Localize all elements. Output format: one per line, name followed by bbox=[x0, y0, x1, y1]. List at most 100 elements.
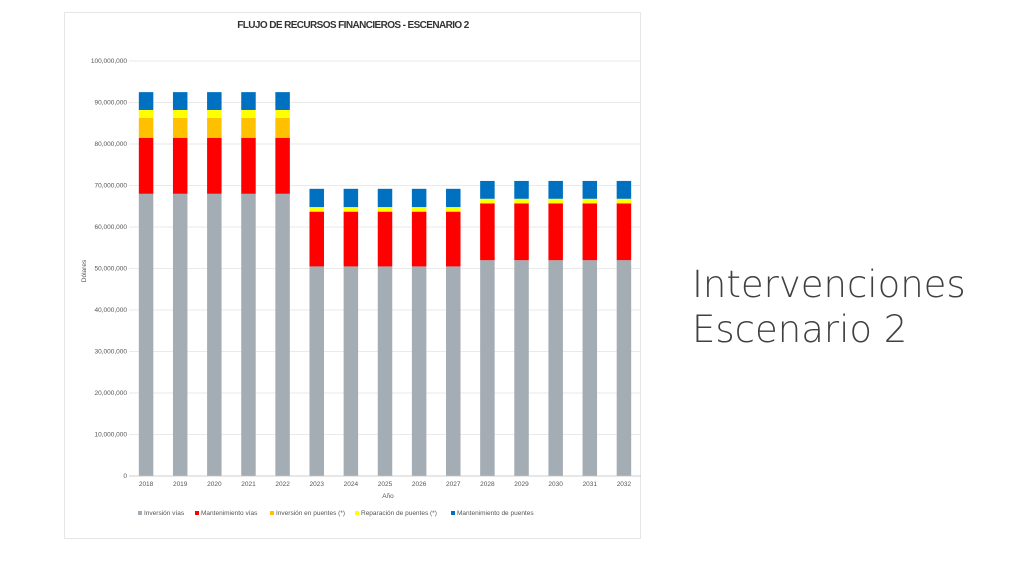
bar-segment-2029-series-1 bbox=[514, 260, 529, 476]
bar-segment-2025-series-1 bbox=[377, 266, 393, 476]
y-tick-label: 60,000,000 bbox=[94, 224, 127, 231]
bar-segment-2019-series-4 bbox=[172, 109, 188, 118]
y-tick-label: 40,000,000 bbox=[94, 307, 127, 314]
bar-segment-2030-series-4 bbox=[548, 198, 563, 204]
y-tick-label: 30,000,000 bbox=[94, 349, 127, 356]
bar-segment-2031-series-4 bbox=[582, 198, 598, 204]
bar-segment-2032-series-2 bbox=[616, 203, 632, 261]
bar-segment-2030-series-1 bbox=[548, 260, 563, 476]
x-tick-label: 2020 bbox=[207, 481, 222, 488]
bar-segment-2027-series-2 bbox=[446, 211, 461, 267]
x-tick-label: 2018 bbox=[139, 481, 154, 488]
legend-label: Mantenimiento de puentes bbox=[457, 510, 534, 517]
bar-segment-2024-series-1 bbox=[343, 266, 359, 476]
y-tick-label: 80,000,000 bbox=[94, 141, 127, 148]
bar-segment-2024-series-2 bbox=[343, 211, 359, 267]
bar-segment-2032-series-5 bbox=[616, 180, 632, 199]
bar-segment-2028-series-4 bbox=[480, 198, 495, 204]
y-tick-label: 90,000,000 bbox=[94, 100, 127, 107]
bar-segment-2023-series-4 bbox=[309, 207, 324, 212]
bar-segment-2018-series-3 bbox=[138, 117, 154, 138]
y-tick-labels: 0 10,000,000 20,000,000 30,000,000 40,000,00… bbox=[91, 58, 128, 480]
bar-segment-2021-series-5 bbox=[241, 92, 256, 110]
bar-segment-2029-series-4 bbox=[514, 198, 529, 204]
bar-segment-2019-series-5 bbox=[172, 92, 188, 110]
legend-swatch bbox=[355, 511, 359, 515]
legend-label: Reparación de puentes (*) bbox=[361, 510, 437, 517]
bar-segment-2028-series-1 bbox=[480, 260, 495, 476]
bar-segment-2025-series-4 bbox=[377, 207, 393, 212]
bar-segment-2032-series-1 bbox=[616, 260, 632, 476]
x-tick-label: 2021 bbox=[241, 481, 256, 488]
bar-segment-2020-series-3 bbox=[207, 117, 222, 138]
bar-segment-2019-series-1 bbox=[172, 193, 188, 477]
bar-segment-2029-series-5 bbox=[514, 180, 529, 199]
bar-segment-2021-series-3 bbox=[241, 117, 256, 138]
bar-segment-2030-series-2 bbox=[548, 203, 563, 261]
bar-segment-2022-series-5 bbox=[275, 92, 290, 110]
chart-frame: FLUJO DE RECURSOS FINANCIEROS - ESCENARI… bbox=[64, 12, 641, 539]
x-tick-label: 2027 bbox=[446, 481, 461, 488]
bar-segment-2018-series-2 bbox=[138, 137, 154, 194]
bar-segment-2026-series-1 bbox=[411, 266, 427, 476]
legend-swatch bbox=[195, 511, 199, 515]
bar-segment-2022-series-3 bbox=[275, 117, 290, 138]
x-tick-label: 2032 bbox=[617, 481, 632, 488]
x-tick-label: 2022 bbox=[275, 481, 290, 488]
bar-segment-2021-series-1 bbox=[241, 193, 256, 477]
slide-title: Intervenciones Escenario 2 bbox=[692, 262, 1012, 352]
x-tick-label: 2024 bbox=[344, 481, 359, 488]
y-axis-label: Dólares bbox=[81, 259, 88, 282]
bar-segment-2022-series-2 bbox=[275, 137, 290, 194]
x-tick-label: 2023 bbox=[309, 481, 324, 488]
bar-segment-2023-series-1 bbox=[309, 266, 324, 476]
bars bbox=[138, 92, 632, 477]
x-tick-label: 2031 bbox=[583, 481, 598, 488]
bar-segment-2023-series-5 bbox=[309, 188, 324, 208]
bar-segment-2029-series-2 bbox=[514, 203, 529, 261]
legend-swatch bbox=[451, 511, 455, 515]
x-tick-label: 2030 bbox=[548, 481, 563, 488]
bar-segment-2022-series-4 bbox=[275, 109, 290, 118]
y-tick-label: 10,000,000 bbox=[94, 432, 127, 439]
bar-segment-2031-series-2 bbox=[582, 203, 598, 261]
x-tick-label: 2019 bbox=[173, 481, 188, 488]
bar-segment-2027-series-4 bbox=[446, 207, 461, 212]
bar-segment-2020-series-2 bbox=[207, 137, 222, 194]
bar-segment-2024-series-4 bbox=[343, 207, 359, 212]
x-tick-label: 2028 bbox=[480, 481, 495, 488]
legend-label: Inversión vías bbox=[144, 510, 185, 517]
y-tick-label: 20,000,000 bbox=[94, 390, 127, 397]
bar-segment-2023-series-2 bbox=[309, 211, 324, 267]
legend: Inversión vías Mantenimiento vías Inversió… bbox=[138, 510, 534, 517]
x-tick-label: 2026 bbox=[412, 481, 427, 488]
bar-segment-2028-series-2 bbox=[480, 203, 495, 261]
x-tick-label: 2025 bbox=[378, 481, 393, 488]
y-tick-label: 70,000,000 bbox=[94, 183, 127, 190]
bar-segment-2025-series-2 bbox=[377, 211, 393, 267]
bar-segment-2018-series-5 bbox=[138, 92, 154, 110]
bar-segment-2032-series-4 bbox=[616, 198, 632, 204]
y-tick-label: 50,000,000 bbox=[94, 266, 127, 273]
bar-segment-2018-series-4 bbox=[138, 109, 154, 118]
x-tick-labels: 2018 2019 2020 2021 2022 2023 2024 2025 2026 2027… bbox=[139, 481, 632, 488]
legend-label: Inversión en puentes (*) bbox=[276, 510, 345, 517]
bar-segment-2020-series-1 bbox=[207, 193, 222, 477]
bar-segment-2022-series-1 bbox=[275, 193, 290, 477]
bar-segment-2026-series-4 bbox=[411, 207, 427, 212]
legend-label: Mantenimiento vías bbox=[201, 510, 258, 517]
legend-swatch bbox=[270, 511, 274, 515]
bar-segment-2031-series-1 bbox=[582, 260, 598, 476]
bar-segment-2018-series-1 bbox=[138, 193, 154, 477]
slide-title-line-1: Intervenciones bbox=[692, 263, 966, 306]
x-axis-label: Año bbox=[382, 493, 394, 500]
bar-segment-2020-series-4 bbox=[207, 109, 222, 118]
stacked-bar-chart: FLUJO DE RECURSOS FINANCIEROS - ESCENARI… bbox=[81, 20, 641, 517]
bar-segment-2019-series-3 bbox=[172, 117, 188, 138]
bar-segment-2027-series-1 bbox=[446, 266, 461, 476]
x-tick-label: 2029 bbox=[514, 481, 529, 488]
bar-segment-2020-series-5 bbox=[207, 92, 222, 110]
bar-segment-2027-series-5 bbox=[446, 188, 461, 208]
bar-segment-2030-series-5 bbox=[548, 180, 563, 199]
